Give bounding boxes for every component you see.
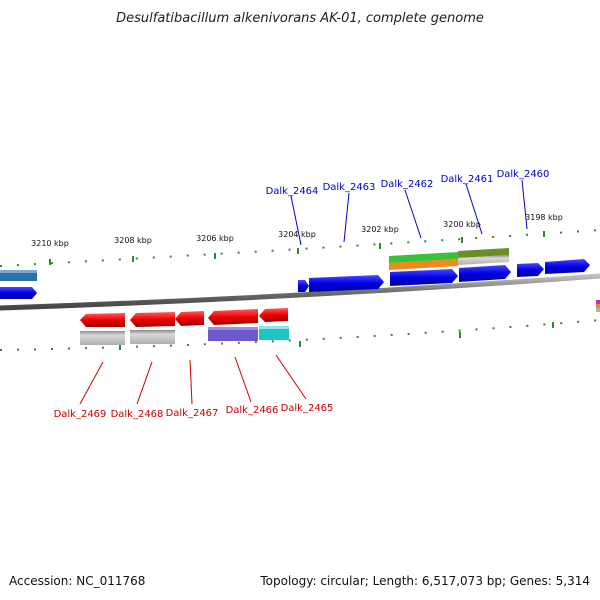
map-title: Desulfatibacillum alkenivorans AK-01, co… [116, 11, 484, 26]
forward-annotation-bars [0, 248, 509, 281]
reverse-callout-lines [79, 354, 307, 405]
genome-backbone [0, 273, 600, 311]
gene-forward[interactable] [298, 280, 309, 292]
tick-label: 3210 kbp [31, 239, 69, 248]
annotation-bar [0, 270, 37, 281]
tick-label: 3208 kbp [114, 236, 152, 245]
annotation-bar [389, 259, 458, 270]
gene-label-forward[interactable]: Dalk_2464 [266, 186, 319, 197]
gene-label-forward[interactable]: Dalk_2462 [381, 179, 434, 190]
genome-summary-text: Topology: circular; Length: 6,517,073 bp… [260, 574, 590, 588]
outer-tick-ring [0, 229, 600, 267]
gene-forward[interactable] [390, 269, 458, 286]
annotation-bar [130, 330, 175, 344]
annotation-bar [389, 252, 458, 263]
forward-callout-lines [290, 179, 528, 246]
tick-label: 3200 kbp [443, 220, 481, 229]
gene-reverse[interactable] [80, 313, 125, 327]
tick-label: 3206 kbp [196, 234, 234, 243]
gene-label-reverse[interactable]: Dalk_2465 [281, 403, 334, 414]
gene-label-reverse[interactable]: Dalk_2467 [166, 408, 219, 419]
gene-reverse[interactable] [259, 308, 288, 322]
gene-label-forward[interactable]: Dalk_2463 [323, 182, 376, 193]
forward-strand-genes [0, 259, 590, 299]
tick-label: 3202 kbp [361, 225, 399, 234]
annotation-bar [80, 331, 125, 345]
gene-reverse[interactable] [130, 312, 175, 327]
reverse-annotation-bars [80, 326, 289, 345]
gene-forward[interactable] [545, 259, 590, 274]
gene-label-reverse[interactable]: Dalk_2469 [54, 409, 107, 420]
annotation-bar [458, 255, 509, 265]
annotation-bar [259, 326, 289, 340]
annotation-bar [208, 327, 258, 341]
gene-forward[interactable] [0, 287, 37, 299]
edge-fragment [596, 300, 600, 312]
tick-label: 3204 kbp [278, 230, 316, 239]
gene-forward[interactable] [459, 265, 511, 282]
gene-label-forward[interactable]: Dalk_2461 [441, 174, 494, 185]
reverse-strand-genes [80, 308, 288, 327]
gene-reverse[interactable] [175, 311, 204, 326]
gene-reverse[interactable] [208, 309, 258, 325]
tick-label: 3198 kbp [525, 213, 563, 222]
gene-label-reverse[interactable]: Dalk_2468 [111, 409, 164, 420]
gene-label-forward[interactable]: Dalk_2460 [497, 169, 550, 180]
inner-tick-ring [0, 319, 600, 351]
annotation-bar [458, 248, 509, 258]
gene-label-reverse[interactable]: Dalk_2466 [226, 405, 279, 416]
accession-text: Accession: NC_011768 [9, 574, 146, 588]
gene-forward[interactable] [517, 263, 544, 277]
gene-forward[interactable] [309, 275, 384, 292]
